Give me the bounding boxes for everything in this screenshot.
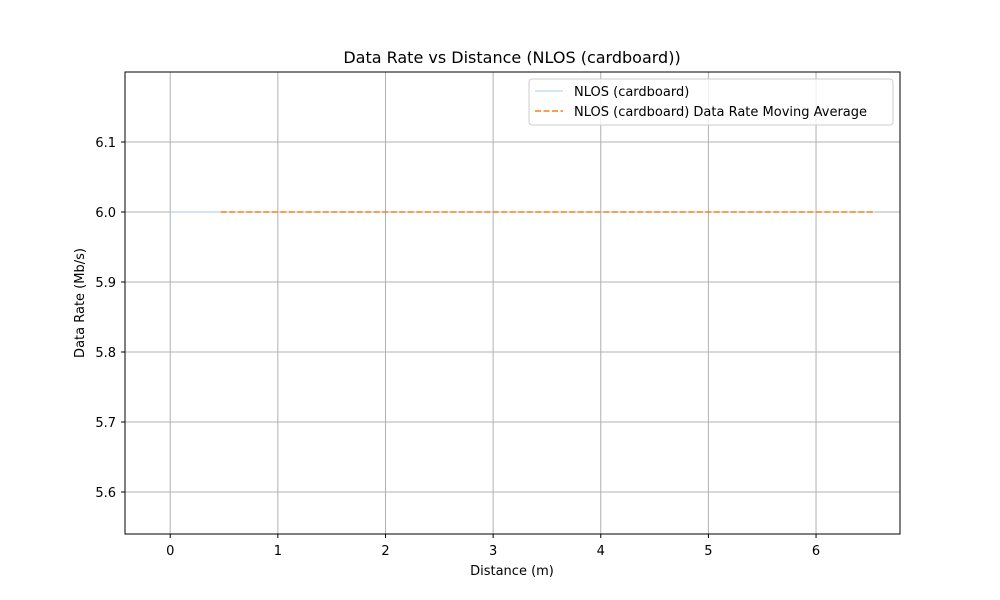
- x-axis-label: Distance (m): [470, 564, 554, 579]
- x-axis: 0 1 2 3 4 5 6: [166, 534, 820, 559]
- y-tick-label: 6.0: [95, 206, 116, 221]
- x-tick-label: 0: [166, 544, 174, 559]
- grid: [125, 72, 900, 534]
- x-tick-label: 2: [381, 544, 389, 559]
- x-tick-label: 6: [812, 544, 820, 559]
- legend-box: [528, 78, 894, 126]
- legend-entry-moving-average: NLOS (cardboard) Data Rate Moving Averag…: [574, 105, 867, 120]
- legend-entry-raw: NLOS (cardboard): [574, 85, 689, 100]
- y-axis-label: Data Rate (Mb/s): [73, 248, 88, 358]
- y-tick-label: 5.6: [95, 486, 116, 501]
- y-tick-label: 5.8: [95, 346, 116, 361]
- legend: NLOS (cardboard) NLOS (cardboard) Data R…: [528, 78, 894, 126]
- x-tick-label: 5: [704, 544, 712, 559]
- y-tick-label: 5.9: [95, 276, 116, 291]
- chart-title: Data Rate vs Distance (NLOS (cardboard)): [343, 48, 680, 67]
- x-tick-label: 1: [274, 544, 282, 559]
- y-tick-label: 6.1: [95, 136, 116, 151]
- y-axis: 5.6 5.7 5.8 5.9 6.0 6.1: [95, 136, 125, 501]
- x-tick-label: 4: [597, 544, 605, 559]
- y-tick-label: 5.7: [95, 416, 116, 431]
- plot-frame: [124, 71, 901, 535]
- x-tick-label: 3: [489, 544, 497, 559]
